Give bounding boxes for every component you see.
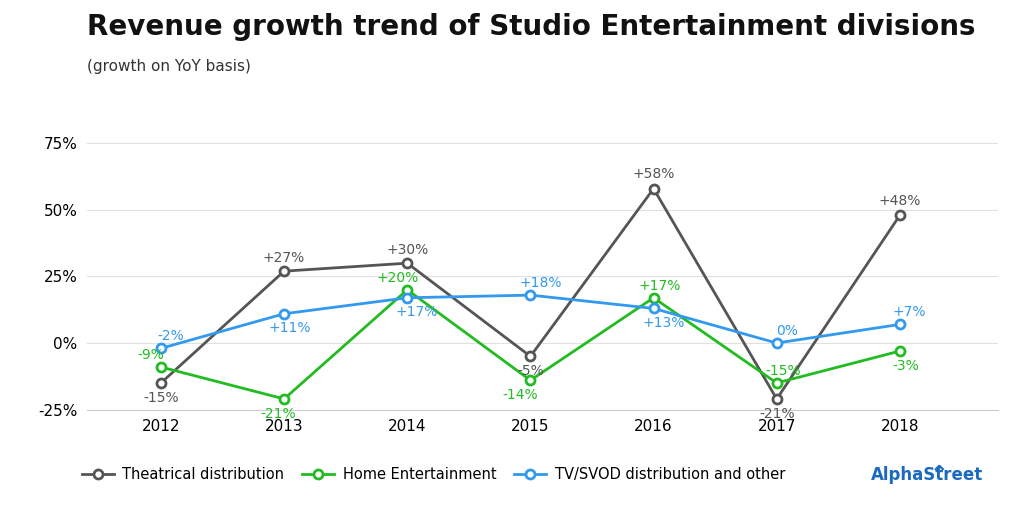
Text: (growth on YoY basis): (growth on YoY basis) (87, 59, 251, 74)
Text: +30%: +30% (386, 243, 428, 257)
Text: +17%: +17% (639, 279, 681, 293)
Text: AlphaStreet: AlphaStreet (870, 466, 983, 484)
Text: -21%: -21% (759, 407, 795, 420)
Text: +27%: +27% (263, 251, 305, 265)
Text: +17%: +17% (396, 306, 438, 319)
Text: -2%: -2% (158, 329, 184, 344)
Text: +48%: +48% (879, 194, 921, 207)
Legend: Theatrical distribution, Home Entertainment, TV/SVOD distribution and other: Theatrical distribution, Home Entertainm… (76, 461, 791, 487)
Text: +7%: +7% (893, 306, 927, 319)
Text: 0%: 0% (775, 324, 798, 338)
Text: -9%: -9% (137, 348, 165, 362)
Text: -15%: -15% (765, 364, 801, 378)
Text: +18%: +18% (519, 276, 561, 290)
Text: -5%: -5% (517, 364, 544, 378)
Text: +20%: +20% (376, 271, 419, 285)
Text: +58%: +58% (633, 167, 675, 181)
Text: Revenue growth trend of Studio Entertainment divisions: Revenue growth trend of Studio Entertain… (87, 13, 976, 41)
Text: -14%: -14% (503, 388, 539, 402)
Text: +11%: +11% (269, 322, 311, 335)
Text: -15%: -15% (143, 391, 179, 404)
Text: +13%: +13% (642, 316, 685, 330)
Text: ⌃: ⌃ (930, 464, 948, 484)
Text: -21%: -21% (260, 407, 296, 420)
Text: -3%: -3% (893, 359, 920, 373)
